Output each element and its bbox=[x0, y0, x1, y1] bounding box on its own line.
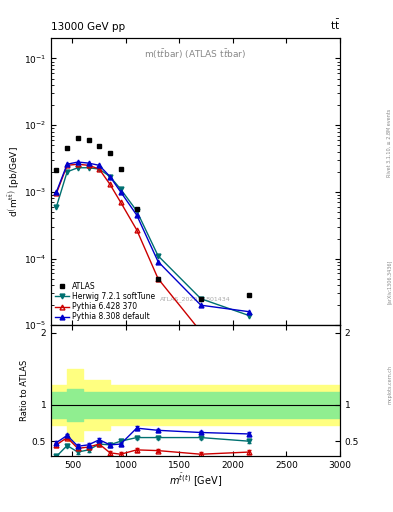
Herwig 7.2.1 softTune bbox=[134, 208, 139, 214]
Line: Herwig 7.2.1 softTune: Herwig 7.2.1 softTune bbox=[54, 165, 252, 318]
ATLAS bbox=[134, 206, 139, 212]
Text: Rivet 3.1.10, ≥ 2.8M events: Rivet 3.1.10, ≥ 2.8M events bbox=[387, 109, 392, 178]
Herwig 7.2.1 softTune bbox=[108, 174, 112, 180]
Herwig 7.2.1 softTune bbox=[97, 166, 101, 172]
Line: Pythia 6.428 370: Pythia 6.428 370 bbox=[54, 162, 252, 334]
ATLAS bbox=[118, 166, 123, 172]
Pythia 6.428 370 bbox=[156, 275, 160, 282]
ATLAS bbox=[108, 150, 112, 156]
Herwig 7.2.1 softTune bbox=[65, 169, 70, 175]
Text: m(t$\bar{t}$bar) (ATLAS t$\bar{t}$bar): m(t$\bar{t}$bar) (ATLAS t$\bar{t}$bar) bbox=[144, 47, 247, 61]
Herwig 7.2.1 softTune bbox=[118, 186, 123, 192]
Herwig 7.2.1 softTune bbox=[86, 165, 91, 171]
Herwig 7.2.1 softTune bbox=[75, 165, 80, 171]
Text: mcplots.cern.ch: mcplots.cern.ch bbox=[387, 365, 392, 403]
Pythia 6.428 370 bbox=[97, 166, 101, 172]
ATLAS bbox=[86, 137, 91, 143]
Line: Pythia 8.308 default: Pythia 8.308 default bbox=[54, 160, 252, 314]
ATLAS bbox=[247, 292, 252, 298]
Herwig 7.2.1 softTune bbox=[54, 204, 59, 210]
Pythia 8.308 default bbox=[156, 259, 160, 265]
Pythia 6.428 370 bbox=[198, 329, 203, 335]
ATLAS bbox=[54, 167, 59, 174]
Herwig 7.2.1 softTune bbox=[156, 253, 160, 259]
Pythia 8.308 default bbox=[198, 302, 203, 308]
Pythia 6.428 370 bbox=[118, 199, 123, 205]
Pythia 8.308 default bbox=[75, 159, 80, 165]
Pythia 6.428 370 bbox=[75, 161, 80, 167]
ATLAS bbox=[97, 143, 101, 150]
Pythia 8.308 default bbox=[108, 174, 112, 180]
Pythia 8.308 default bbox=[97, 162, 101, 168]
Pythia 8.308 default bbox=[247, 309, 252, 315]
Line: ATLAS: ATLAS bbox=[54, 135, 252, 301]
ATLAS bbox=[156, 275, 160, 282]
Pythia 6.428 370 bbox=[134, 227, 139, 233]
Pythia 6.428 370 bbox=[65, 162, 70, 168]
Y-axis label: Ratio to ATLAS: Ratio to ATLAS bbox=[20, 360, 29, 421]
Pythia 6.428 370 bbox=[247, 325, 252, 331]
Pythia 8.308 default bbox=[134, 212, 139, 218]
Pythia 8.308 default bbox=[86, 160, 91, 166]
Pythia 6.428 370 bbox=[86, 162, 91, 168]
Legend: ATLAS, Herwig 7.2.1 softTune, Pythia 6.428 370, Pythia 8.308 default: ATLAS, Herwig 7.2.1 softTune, Pythia 6.4… bbox=[55, 282, 155, 322]
Text: [arXiv:1306.3436]: [arXiv:1306.3436] bbox=[387, 260, 392, 304]
Text: ATLAS_2020_I1801434: ATLAS_2020_I1801434 bbox=[160, 296, 231, 302]
Pythia 8.308 default bbox=[118, 189, 123, 195]
Pythia 8.308 default bbox=[54, 189, 59, 195]
Pythia 8.308 default bbox=[65, 161, 70, 167]
ATLAS bbox=[198, 295, 203, 302]
Herwig 7.2.1 softTune bbox=[198, 295, 203, 302]
Pythia 6.428 370 bbox=[54, 190, 59, 197]
Herwig 7.2.1 softTune bbox=[247, 312, 252, 318]
Text: $\mathrm{t\bar{t}}$: $\mathrm{t\bar{t}}$ bbox=[330, 17, 340, 32]
Y-axis label: $\mathregular{d\sigma^{nd}}$
$\mathregular{d\left(m^{t\bar{t}}\right)}$ [pb/GeV]: $\mathregular{d\sigma^{nd}}$ $\mathregul… bbox=[0, 146, 21, 217]
ATLAS bbox=[65, 145, 70, 152]
X-axis label: $m^{\bar{t}(t)}$ [GeV]: $m^{\bar{t}(t)}$ [GeV] bbox=[169, 472, 222, 489]
ATLAS bbox=[75, 135, 80, 141]
Text: 13000 GeV pp: 13000 GeV pp bbox=[51, 22, 125, 32]
Pythia 6.428 370 bbox=[108, 181, 112, 187]
